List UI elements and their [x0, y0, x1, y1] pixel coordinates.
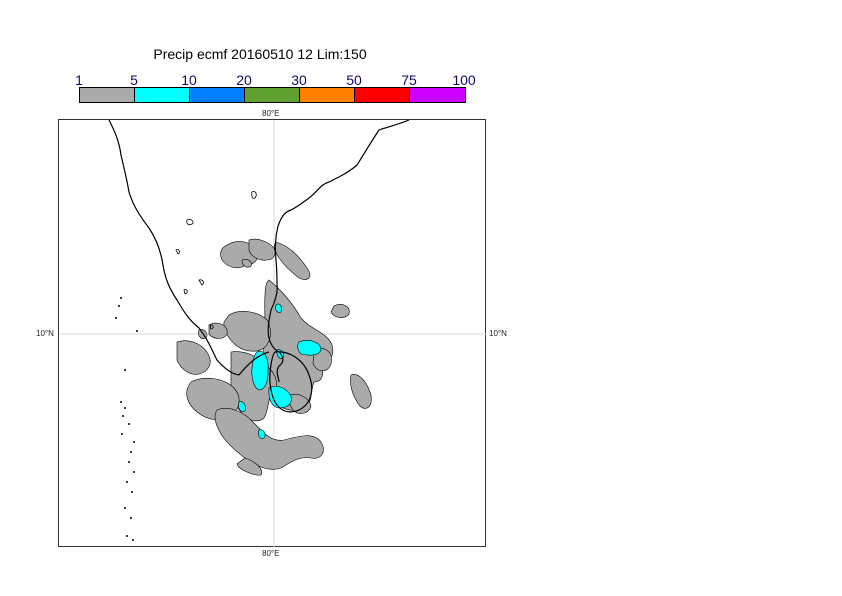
- maldives-lakshadweep-dots: [115, 297, 138, 541]
- colorbar-label: 75: [401, 72, 417, 88]
- island: [175, 249, 180, 255]
- coastline-south-tip: [238, 351, 270, 376]
- precip-moderate-areas: [238, 303, 322, 439]
- precip-area: [214, 408, 324, 470]
- colorbar-segment-50-75: [355, 88, 410, 102]
- precip-area: [176, 340, 211, 375]
- colorbar-labels: 1 5 10 20 30 50 75 100: [60, 72, 500, 88]
- coastline-sri-lanka: [269, 351, 313, 413]
- island-dot: [133, 441, 135, 443]
- coastline: [108, 120, 410, 413]
- map-canvas: [59, 120, 487, 548]
- precip-area: [236, 457, 262, 476]
- island-dot: [126, 535, 128, 537]
- precip-area: [248, 238, 276, 261]
- lon-label-bottom: 80°E: [262, 549, 280, 558]
- colorbar-label: 100: [452, 72, 476, 88]
- colorbar-segment-75-100: [410, 88, 465, 102]
- lat-label-left: 10°N: [36, 329, 54, 338]
- island-dot: [128, 461, 130, 463]
- colorbar-segment-1-5: [80, 88, 135, 102]
- lat-label-right: 10°N: [489, 329, 507, 338]
- colorbar-label: 1: [75, 72, 83, 88]
- colorbar-label: 10: [181, 72, 197, 88]
- island-dot: [136, 330, 138, 332]
- island-dot: [132, 539, 134, 541]
- lon-label-top: 80°E: [262, 109, 280, 118]
- island: [251, 191, 257, 199]
- island-dot: [124, 507, 126, 509]
- map-title: Precip ecmf 20160510 12 Lim:150: [153, 46, 367, 62]
- island-dot: [128, 423, 130, 425]
- island: [198, 279, 204, 286]
- island-dot: [131, 491, 133, 493]
- precip-area: [330, 304, 350, 318]
- island-dot: [122, 415, 124, 417]
- island-dot: [124, 369, 126, 371]
- map-panel: [58, 119, 487, 548]
- island: [183, 289, 188, 295]
- precip-area: [350, 374, 372, 409]
- precip-area: [297, 340, 322, 356]
- precip-area: [238, 401, 246, 412]
- precip-area: [241, 259, 252, 268]
- coastline-west: [108, 120, 240, 376]
- precip-area: [223, 311, 271, 352]
- island-dot: [130, 451, 132, 453]
- precip-area: [258, 429, 266, 439]
- colorbar-segment-30-50: [300, 88, 355, 102]
- islands: [175, 191, 257, 330]
- colorbar-label: 5: [130, 72, 138, 88]
- colorbar-segment-5-10: [135, 88, 190, 102]
- island-dot: [126, 481, 128, 483]
- island-dot: [121, 433, 123, 435]
- precip-area: [251, 350, 269, 391]
- island-dot: [120, 401, 122, 403]
- island-dot: [133, 471, 135, 473]
- island-dot: [130, 517, 132, 519]
- precip-area: [275, 303, 282, 313]
- island-dot: [118, 305, 120, 307]
- colorbar-label: 30: [291, 72, 307, 88]
- colorbar-segment-10-20: [190, 88, 245, 102]
- island-dot: [115, 317, 117, 319]
- colorbar-label: 20: [236, 72, 252, 88]
- colorbar-label: 50: [346, 72, 362, 88]
- island: [209, 324, 214, 330]
- precip-area: [268, 386, 292, 409]
- colorbar-segment-20-30: [245, 88, 300, 102]
- island: [186, 219, 194, 226]
- island-dot: [120, 297, 122, 299]
- precip-area: [274, 241, 311, 280]
- island-dot: [124, 407, 126, 409]
- colorbar: [79, 87, 466, 103]
